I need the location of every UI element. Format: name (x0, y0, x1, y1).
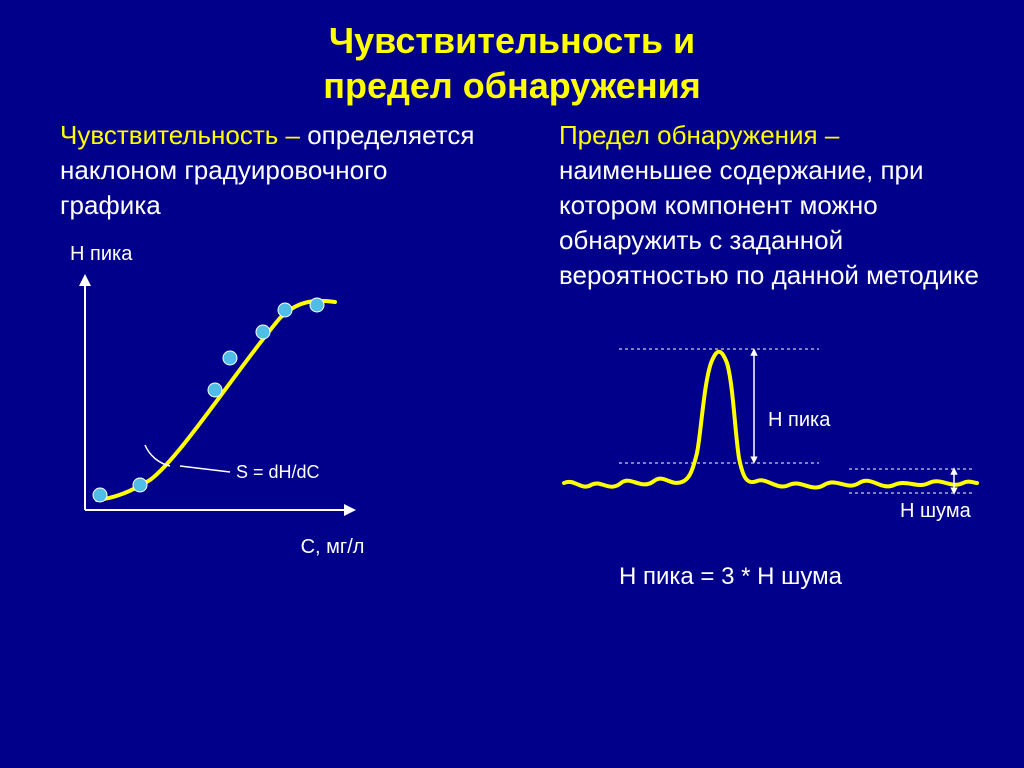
slide: Чувствительность и предел обнаружения Чу… (0, 0, 1024, 768)
noise-peak-chart: Н пика Н шума (559, 323, 979, 523)
two-column-layout: Чувствительность – определяется наклоном… (0, 108, 1024, 591)
right-subheading: Предел обнаружения – наименьшее содержан… (559, 118, 984, 293)
left-subheading-highlight: Чувствительность – (60, 120, 307, 150)
title-line-2: предел обнаружения (323, 65, 700, 106)
calibration-chart: S = dH/dC (60, 270, 360, 530)
left-column: Чувствительность – определяется наклоном… (60, 118, 485, 591)
left-subheading: Чувствительность – определяется наклоном… (60, 118, 485, 223)
right-chart-block: Н пика Н шума (559, 323, 984, 523)
right-column: Предел обнаружения – наименьшее содержан… (559, 118, 984, 591)
slide-title: Чувствительность и предел обнаружения (0, 0, 1024, 108)
left-chart-block: Н пика S = dH/dC С, мг/л (60, 243, 485, 559)
peak-height-label: Н пика (768, 409, 831, 431)
detection-limit-formula: Н пика = 3 * Н шума (619, 563, 984, 591)
x-axis-label: С, мг/л (180, 536, 485, 559)
y-axis-label: Н пика (70, 243, 485, 266)
slope-formula: S = dH/dC (236, 462, 320, 482)
title-line-1: Чувствительность и (329, 20, 695, 61)
right-subheading-highlight: Предел обнаружения – (559, 120, 839, 150)
right-subheading-cont: наименьшее содержание, при котором компо… (559, 155, 979, 290)
noise-height-label: Н шума (900, 500, 972, 522)
